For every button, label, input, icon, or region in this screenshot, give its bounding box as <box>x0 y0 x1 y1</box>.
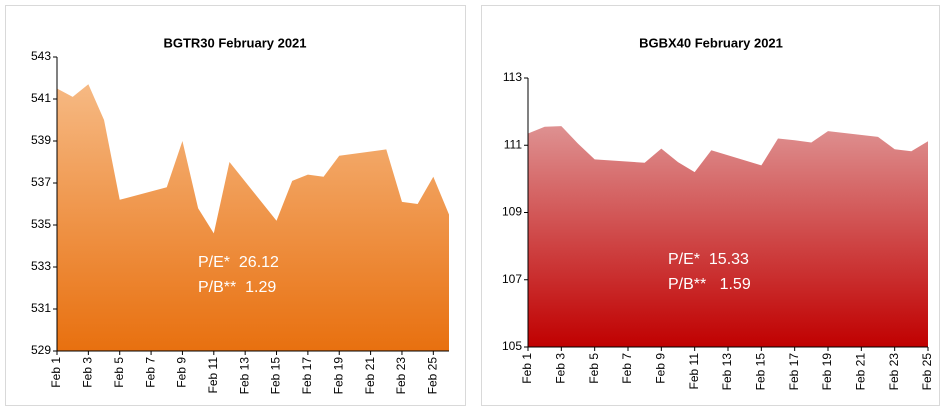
y-tick-label: 533 <box>31 259 51 273</box>
x-tick-label: Feb 19 <box>820 353 834 391</box>
x-tick-label: Feb 7 <box>620 353 634 384</box>
y-tick-label: 539 <box>31 133 51 147</box>
x-tick-label: Feb 25 <box>920 353 934 391</box>
y-tick-label: 105 <box>502 339 522 353</box>
y-tick-label: 109 <box>502 205 522 219</box>
x-tick-label: Feb 1 <box>520 353 534 384</box>
x-tick-label: Feb 9 <box>175 357 189 388</box>
x-tick-label: Feb 9 <box>654 353 668 384</box>
x-tick-label: Feb 23 <box>394 357 408 395</box>
x-tick-label: Feb 15 <box>754 353 768 391</box>
x-tick-label: Feb 11 <box>206 357 220 394</box>
annotation: P/B** 1.59 <box>668 276 751 293</box>
x-tick-label: Feb 19 <box>331 357 345 395</box>
x-tick-label: Feb 17 <box>300 357 314 395</box>
y-tick-label: 535 <box>31 217 51 231</box>
annotation: P/E* 15.33 <box>668 251 749 268</box>
annotation: P/E* 26.12 <box>198 254 279 271</box>
y-tick-label: 541 <box>31 91 51 105</box>
y-tick-label: 529 <box>31 343 51 357</box>
area <box>528 126 928 348</box>
y-tick-label: 113 <box>503 70 522 84</box>
x-tick-label: Feb 21 <box>363 357 377 395</box>
x-tick-label: Feb 5 <box>587 353 601 384</box>
chart-title: BGBX40 February 2021 <box>639 35 783 50</box>
y-tick-label: 543 <box>31 49 51 63</box>
y-tick-label: 111 <box>504 137 523 151</box>
x-tick-label: Feb 25 <box>425 357 439 395</box>
x-tick-label: Feb 3 <box>81 357 95 388</box>
x-tick-label: Feb 11 <box>687 353 701 390</box>
y-tick-label: 531 <box>31 301 51 315</box>
y-tick-label: 537 <box>31 175 51 189</box>
y-tick-label: 107 <box>502 272 522 286</box>
x-tick-label: Feb 23 <box>887 353 901 391</box>
x-tick-label: Feb 13 <box>237 357 251 395</box>
x-tick-label: Feb 5 <box>112 357 126 388</box>
annotation: P/B** 1.29 <box>198 279 276 296</box>
x-tick-label: Feb 13 <box>720 353 734 391</box>
x-tick-label: Feb 1 <box>49 357 63 388</box>
x-tick-label: Feb 15 <box>269 357 283 395</box>
chart-title: BGTR30 February 2021 <box>163 35 306 50</box>
x-tick-label: Feb 7 <box>143 357 157 388</box>
x-tick-label: Feb 17 <box>787 353 801 391</box>
x-tick-label: Feb 21 <box>854 353 868 391</box>
x-tick-label: Feb 3 <box>554 353 568 384</box>
area <box>57 84 449 352</box>
